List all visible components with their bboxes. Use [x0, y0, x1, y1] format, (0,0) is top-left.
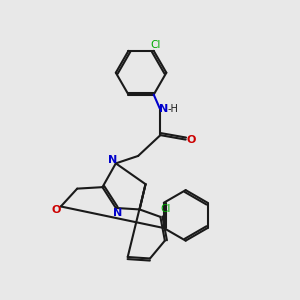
Text: Cl: Cl [160, 204, 170, 214]
Text: -H: -H [167, 104, 178, 114]
Text: N: N [159, 104, 169, 114]
Text: O: O [52, 205, 61, 215]
Text: N: N [108, 155, 118, 165]
Text: Cl: Cl [150, 40, 160, 50]
Text: O: O [186, 135, 196, 145]
Text: N: N [113, 208, 122, 218]
